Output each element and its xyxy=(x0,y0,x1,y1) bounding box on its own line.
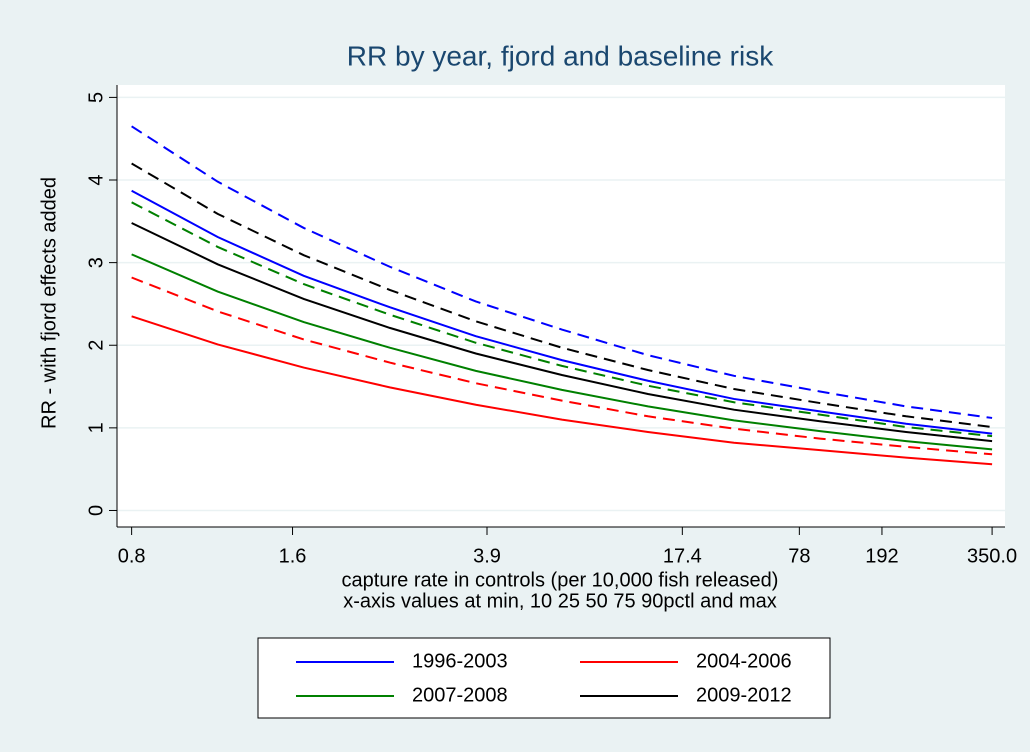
legend-label: 2009-2012 xyxy=(696,684,792,706)
series-line xyxy=(131,162,993,429)
legend-label: 2007-2008 xyxy=(412,684,508,706)
x-axis-title: capture rate in controls (per 10,000 fis… xyxy=(342,569,779,591)
series-line xyxy=(131,315,993,466)
series-line xyxy=(131,276,993,456)
x-tick-label: 17.4 xyxy=(663,545,702,567)
x-axis-note: x-axis values at min, 10 25 50 75 90pctl… xyxy=(343,590,777,612)
x-tick-label: 350.0 xyxy=(967,545,1017,567)
chart-title: RR by year, fjord and baseline risk xyxy=(347,40,774,71)
y-tick-label: 0 xyxy=(85,505,107,516)
x-tick-label: 0.8 xyxy=(118,545,146,567)
x-tick-label: 78 xyxy=(788,545,810,567)
y-tick-label: 5 xyxy=(85,92,107,103)
series-line xyxy=(131,125,993,419)
y-tick-label: 2 xyxy=(85,340,107,351)
series-line xyxy=(131,253,993,451)
y-tick-label: 1 xyxy=(85,422,107,433)
plot-area xyxy=(117,85,1005,527)
x-tick-label: 3.9 xyxy=(473,545,501,567)
y-tick-label: 4 xyxy=(85,174,107,185)
x-tick-label: 192 xyxy=(865,545,898,567)
y-axis-title: RR - with fjord effects added xyxy=(38,177,60,429)
legend-label: 1996-2003 xyxy=(412,650,508,672)
legend-label: 2004-2006 xyxy=(696,650,792,672)
series-line xyxy=(131,189,993,435)
series-line xyxy=(131,222,993,443)
legend xyxy=(257,637,831,719)
x-tick-label: 1.6 xyxy=(279,545,307,567)
y-tick-label: 3 xyxy=(85,257,107,268)
series-line xyxy=(131,201,993,438)
